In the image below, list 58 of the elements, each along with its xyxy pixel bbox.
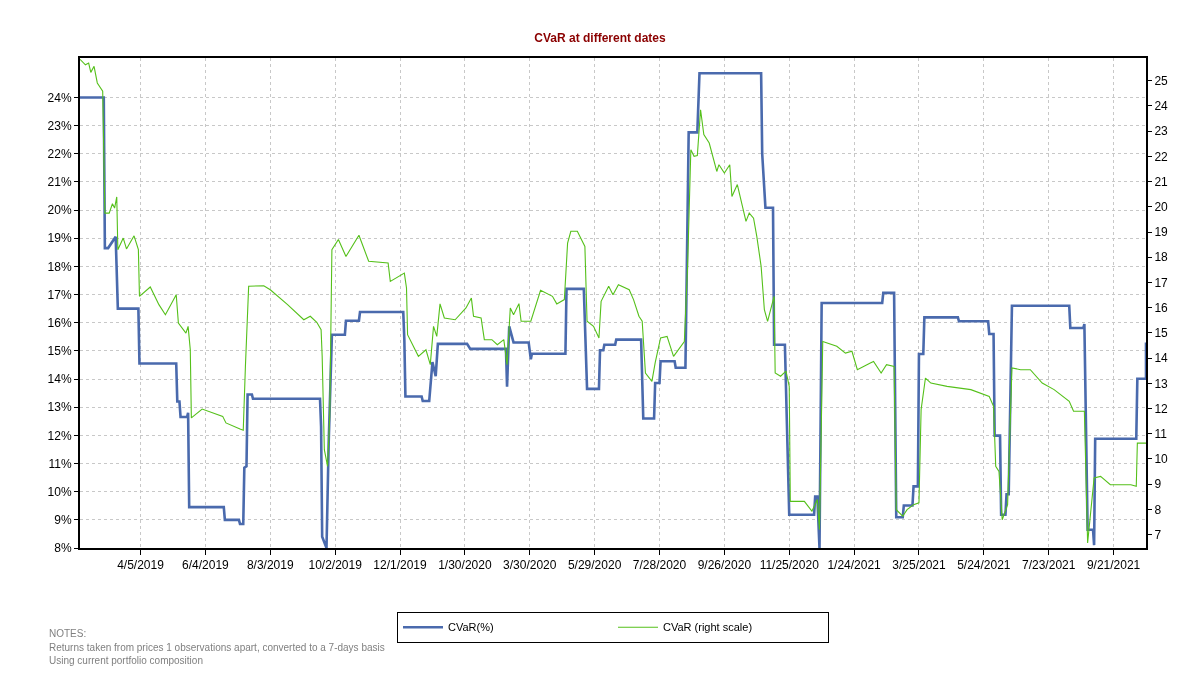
x-tick-label: 1/30/2020 — [438, 558, 492, 573]
x-tick-label: 5/24/2021 — [957, 558, 1011, 573]
y-tick-label: 9% — [54, 513, 72, 528]
y-tick-label: 22% — [47, 146, 72, 161]
x-tick-label: 10/2/2019 — [308, 558, 363, 573]
y2-tick-label: 23 — [1154, 124, 1169, 139]
y2-tick-label: 25 — [1154, 73, 1169, 88]
y2-tick-label: 14 — [1154, 351, 1169, 366]
y2-tick-label: 10 — [1154, 452, 1169, 467]
x-tick-label: 3/25/2021 — [892, 558, 946, 573]
x-tick-label: 4/5/2019 — [117, 558, 165, 573]
y2-tick-label: 21 — [1154, 174, 1169, 189]
text: NOTES: — [49, 628, 87, 639]
x-tick-label: 6/4/2019 — [182, 558, 230, 573]
y-tick-label: 12% — [47, 428, 72, 443]
x-tick-label: 11/25/2020 — [759, 558, 820, 573]
y-tick-label: 14% — [47, 372, 72, 387]
y-tick-label: 19% — [47, 231, 72, 246]
text: Using current portfolio composition — [49, 655, 203, 666]
y-tick-label: 16% — [47, 315, 72, 330]
y2-tick-label: 20 — [1154, 199, 1169, 214]
y2-tick-label: 22 — [1154, 149, 1169, 164]
y-tick-label: 13% — [47, 400, 72, 415]
y2-tick-label: 13 — [1154, 376, 1169, 391]
x-tick-label: 9/26/2020 — [697, 558, 752, 573]
legend-label: CVaR(%) — [448, 621, 494, 634]
y2-tick-label: 18 — [1154, 250, 1169, 265]
y2-tick-label: 12 — [1154, 401, 1169, 416]
chart-title: CVaR at different dates — [534, 31, 667, 46]
y-tick-label: 15% — [47, 344, 72, 359]
y2-tick-label: 19 — [1154, 225, 1169, 240]
y-tick-label: 24% — [47, 90, 72, 105]
y2-tick-label: 9 — [1154, 477, 1162, 492]
x-tick-label: 3/30/2020 — [503, 558, 557, 573]
x-tick-label: 7/28/2020 — [632, 558, 687, 573]
y-tick-label: 23% — [47, 118, 72, 133]
y-tick-label: 8% — [54, 541, 72, 556]
x-tick-label: 5/29/2020 — [567, 558, 622, 573]
x-tick-label: 1/24/2021 — [827, 558, 882, 573]
x-tick-label: 7/23/2021 — [1022, 558, 1076, 573]
y2-tick-label: 17 — [1154, 275, 1169, 290]
y2-tick-label: 8 — [1154, 502, 1162, 517]
x-tick-label: 12/1/2019 — [373, 558, 428, 573]
text: Returns taken from prices 1 observations apart, converted to a 7-days basis — [49, 642, 385, 653]
y-tick-label: 20% — [47, 203, 72, 218]
y-tick-label: 18% — [47, 259, 72, 274]
y-tick-label: 21% — [47, 175, 72, 190]
y2-tick-label: 15 — [1154, 326, 1169, 341]
y-tick-label: 10% — [47, 484, 72, 499]
y2-tick-label: 11 — [1154, 426, 1168, 441]
y-tick-label: 17% — [47, 287, 72, 302]
y2-tick-label: 16 — [1154, 300, 1169, 315]
y-tick-label: 11% — [48, 456, 72, 471]
legend-label: CVaR (right scale) — [663, 621, 753, 634]
y2-tick-label: 7 — [1154, 527, 1162, 542]
x-tick-label: 9/21/2021 — [1086, 558, 1141, 573]
y2-tick-label: 24 — [1154, 99, 1169, 114]
x-tick-label: 8/3/2019 — [246, 558, 294, 573]
